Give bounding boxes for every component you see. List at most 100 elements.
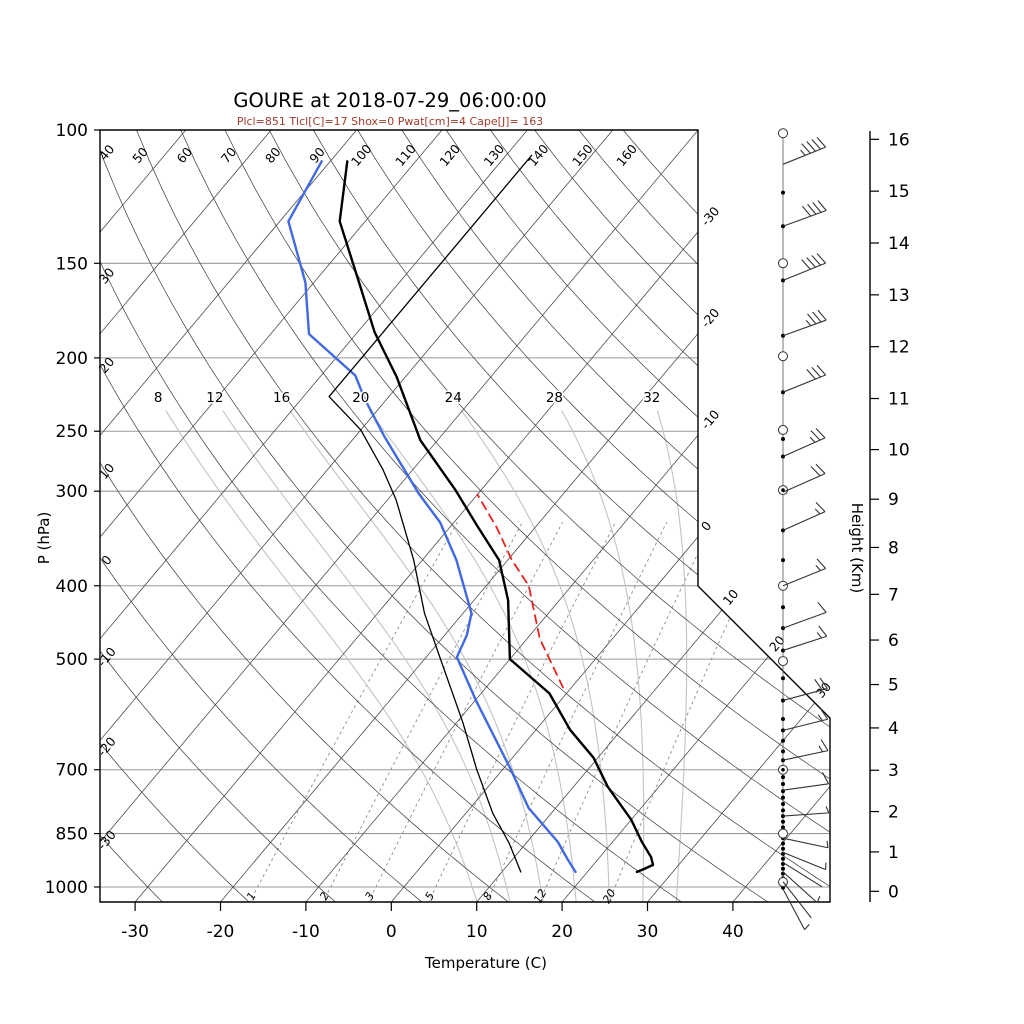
- dry-adiabat-label-left: -10: [94, 644, 119, 669]
- dry-adiabat-line: [100, 130, 337, 902]
- dewpoint-curve: [287, 160, 577, 874]
- wind-level-dot: [781, 846, 785, 851]
- wind-level-circle: [778, 656, 788, 667]
- height-tick-label: 2: [888, 803, 899, 823]
- dry-adiabat-label-left: 0: [98, 552, 115, 568]
- dry-adiabat-label-left: 40: [96, 141, 118, 163]
- isotherm-line: [100, 130, 705, 902]
- wind-level-dot: [781, 437, 785, 442]
- height-tick-label: 16: [888, 130, 910, 150]
- wind-level-circle: [778, 351, 788, 362]
- isotherm-line: [100, 130, 107, 902]
- moist-adiabat-line: [222, 410, 511, 902]
- wind-barb: [782, 881, 812, 919]
- mixing-ratio-label: 1: [244, 890, 259, 903]
- dry-adiabat-line: [100, 130, 511, 902]
- moist-adiabat-line: [289, 410, 544, 902]
- moist-adiabat-line: [656, 410, 688, 902]
- dry-adiabat-line: [401, 130, 830, 902]
- wind-barb: [782, 888, 810, 930]
- moist-adiabat-label: 8: [154, 390, 163, 406]
- wind-barb: [782, 625, 828, 651]
- height-tick-label: 7: [888, 585, 899, 605]
- dry-adiabat-label-left: 10: [96, 460, 118, 482]
- sounding-curves: [287, 154, 655, 874]
- wind-level-dot: [781, 802, 785, 807]
- parcel-moist-ascent-curve: [476, 493, 564, 689]
- chart-title: GOURE at 2018-07-29_06:00:00: [233, 89, 546, 112]
- wind-level-dot: [781, 190, 785, 195]
- wind-level-dot: [781, 856, 785, 861]
- isotherm-line: [731, 130, 830, 902]
- isotherm-line: [475, 130, 830, 902]
- wind-barb: [782, 708, 829, 731]
- wind-barb-column: [778, 128, 830, 930]
- pressure-tick-label: 700: [56, 761, 88, 781]
- moist-adiabat-label: 20: [352, 390, 369, 406]
- moist-adiabat-line: [165, 410, 478, 902]
- dry-adiabat-line: [100, 130, 770, 902]
- pressure-axis-title: P (hPa): [35, 512, 53, 565]
- moist-adiabat-label: 12: [206, 390, 223, 406]
- dry-adiabat-label-top: 70: [218, 144, 240, 166]
- pressure-tick-label: 250: [56, 422, 88, 442]
- wind-level-circle: [778, 128, 788, 139]
- wind-level-circle: [778, 258, 788, 269]
- dry-adiabat-line: [100, 130, 251, 902]
- moist-adiabat-label: 24: [445, 390, 462, 406]
- wind-level-dot: [781, 841, 785, 846]
- wind-level-dot: [781, 775, 785, 780]
- pressure-tick-label: 850: [56, 825, 88, 845]
- wind-barb: [782, 501, 826, 531]
- pressure-tick-label: 200: [56, 349, 88, 369]
- wind-barb: [782, 602, 827, 629]
- mixing-ratio-line: [486, 522, 668, 902]
- mixing-ratio-label: 2: [317, 890, 332, 903]
- dry-adiabat-line: [100, 130, 684, 902]
- wind-barb: [782, 861, 823, 888]
- isotherm-line: [304, 130, 830, 902]
- isotherm-line: [100, 130, 619, 902]
- mixing-ratio-label: 8: [480, 890, 495, 903]
- wind-level-dot: [781, 749, 785, 754]
- wind-level-dot: [781, 558, 785, 563]
- isotherm-line: [100, 130, 363, 902]
- height-tick-label: 10: [888, 441, 910, 461]
- isotherm-label-right: -10: [698, 407, 723, 432]
- dry-adiabat-line: [100, 130, 597, 902]
- pressure-tick-label: 400: [56, 577, 88, 597]
- isotherm-line: [100, 130, 192, 902]
- wind-barb: [782, 463, 826, 493]
- height-tick-label: 0: [888, 882, 899, 902]
- isotherm-line: [560, 130, 830, 902]
- wind-barb: [782, 200, 827, 227]
- dry-adiabat-line: [224, 130, 830, 902]
- moist-adiabat-label: 28: [546, 390, 563, 406]
- moist-adiabat-line: [369, 410, 577, 902]
- height-tick-label: 4: [888, 719, 899, 739]
- wind-level-dot: [781, 781, 785, 786]
- isotherm-line: [100, 130, 449, 902]
- dry-adiabat-line: [268, 130, 830, 902]
- isotherm-label-right: -30: [698, 203, 723, 228]
- mixing-ratio-label: 5: [422, 890, 437, 903]
- dry-adiabat-label-top: 50: [129, 144, 151, 166]
- isotherm-line: [133, 130, 790, 902]
- height-tick-label: 8: [888, 538, 899, 558]
- wind-level-dot: [781, 808, 785, 813]
- wind-barb: [782, 137, 827, 165]
- wind-level-dot: [781, 795, 785, 800]
- dry-adiabat-label-top: 140: [525, 141, 552, 169]
- temperature-tick-label: -30: [121, 922, 149, 942]
- height-tick-label: 13: [888, 286, 910, 306]
- mixing-ratio-label: 20: [600, 887, 618, 906]
- wind-level-dot: [781, 819, 785, 824]
- dry-adiabat-label-top: 60: [173, 144, 195, 166]
- moist-adiabat-label: 32: [643, 390, 660, 406]
- dry-adiabat-label-top: 130: [481, 141, 508, 169]
- moist-adiabat-line: [461, 410, 610, 902]
- wind-barb: [782, 309, 827, 337]
- wind-level-circle: [778, 424, 788, 435]
- dry-adiabat-line: [180, 130, 830, 902]
